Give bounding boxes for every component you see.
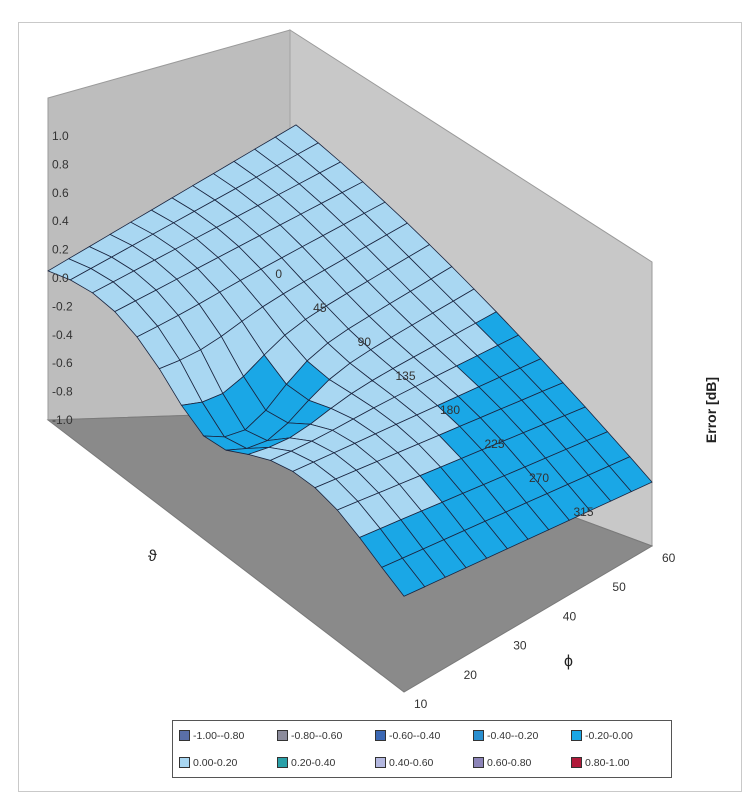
z-tick-label: -0.8 bbox=[52, 385, 73, 399]
legend-swatch bbox=[277, 757, 288, 768]
legend-item: 0.00-0.20 bbox=[179, 752, 273, 773]
z-tick-label: 0.0 bbox=[52, 271, 69, 285]
legend-label: -0.60--0.40 bbox=[389, 729, 441, 742]
theta-axis-ticks: 0 45 90 135 180 225 270 315 bbox=[275, 267, 594, 519]
phi-tick-label: 40 bbox=[563, 609, 577, 623]
legend-item: 0.60-0.80 bbox=[473, 752, 567, 773]
z-tick-label: -0.4 bbox=[52, 328, 73, 342]
z-tick-label: -0.6 bbox=[52, 356, 73, 370]
legend-item: -0.20-0.00 bbox=[571, 725, 665, 746]
legend-label: -1.00--0.80 bbox=[193, 729, 245, 742]
legend-item: 0.20-0.40 bbox=[277, 752, 371, 773]
z-tick-label: 0.2 bbox=[52, 243, 69, 257]
theta-tick-label: 90 bbox=[358, 335, 372, 349]
legend-item: -0.80--0.60 bbox=[277, 725, 371, 746]
theta-tick-label: 225 bbox=[484, 437, 504, 451]
legend-swatch bbox=[571, 757, 582, 768]
phi-tick-label: 10 bbox=[414, 697, 428, 711]
legend-item: 0.40-0.60 bbox=[375, 752, 469, 773]
phi-tick-label: 30 bbox=[513, 639, 527, 653]
legend-label: 0.60-0.80 bbox=[487, 756, 532, 769]
surface-mesh bbox=[47, 124, 653, 597]
legend-swatch bbox=[375, 757, 386, 768]
legend-item: 0.80-1.00 bbox=[571, 752, 665, 773]
z-axis-title: Error [dB] bbox=[703, 377, 719, 443]
z-tick-label: 0.4 bbox=[52, 214, 69, 228]
surface-facet bbox=[381, 557, 426, 597]
legend-swatch bbox=[179, 757, 190, 768]
phi-tick-label: 60 bbox=[662, 551, 676, 565]
legend-label: -0.20-0.00 bbox=[585, 729, 633, 742]
chart-legend: -1.00--0.80 -0.80--0.60 -0.60--0.40 -0.40--… bbox=[172, 720, 672, 778]
legend-item: -1.00--0.80 bbox=[179, 725, 273, 746]
legend-swatch bbox=[473, 757, 484, 768]
z-tick-label: -0.2 bbox=[52, 299, 73, 313]
z-tick-label: 0.8 bbox=[52, 157, 69, 171]
phi-axis-ticks: 10 20 30 40 50 60 bbox=[414, 551, 676, 711]
legend-label: -0.40--0.20 bbox=[487, 729, 539, 742]
z-tick-label: -1.0 bbox=[52, 413, 73, 427]
legend-swatch bbox=[179, 730, 190, 741]
legend-label: -0.80--0.60 bbox=[291, 729, 343, 742]
theta-tick-label: 180 bbox=[440, 403, 460, 417]
theta-tick-label: 0 bbox=[275, 267, 282, 281]
z-axis-ticks: 1.0 0.8 0.6 0.4 0.2 0.0 -0.2 -0.4 -0.6 -0.8 -1.0 bbox=[52, 129, 73, 427]
phi-tick-label: 20 bbox=[464, 668, 478, 682]
legend-swatch bbox=[375, 730, 386, 741]
theta-tick-label: 45 bbox=[313, 301, 327, 315]
legend-label: 0.80-1.00 bbox=[585, 756, 630, 769]
z-tick-label: 0.6 bbox=[52, 186, 69, 200]
legend-item: -0.60--0.40 bbox=[375, 725, 469, 746]
legend-swatch bbox=[277, 730, 288, 741]
theta-tick-label: 135 bbox=[395, 369, 415, 383]
phi-tick-label: 50 bbox=[612, 580, 626, 594]
legend-label: 0.20-0.40 bbox=[291, 756, 336, 769]
z-tick-label: 1.0 bbox=[52, 129, 69, 143]
theta-tick-label: 315 bbox=[573, 505, 593, 519]
legend-label: 0.00-0.20 bbox=[193, 756, 238, 769]
theta-tick-label: 270 bbox=[529, 471, 549, 485]
legend-label: 0.40-0.60 bbox=[389, 756, 434, 769]
legend-swatch bbox=[571, 730, 582, 741]
theta-axis-label: ϑ bbox=[148, 548, 157, 565]
legend-item: -0.40--0.20 bbox=[473, 725, 567, 746]
legend-swatch bbox=[473, 730, 484, 741]
phi-axis-label: ϕ bbox=[564, 653, 573, 670]
